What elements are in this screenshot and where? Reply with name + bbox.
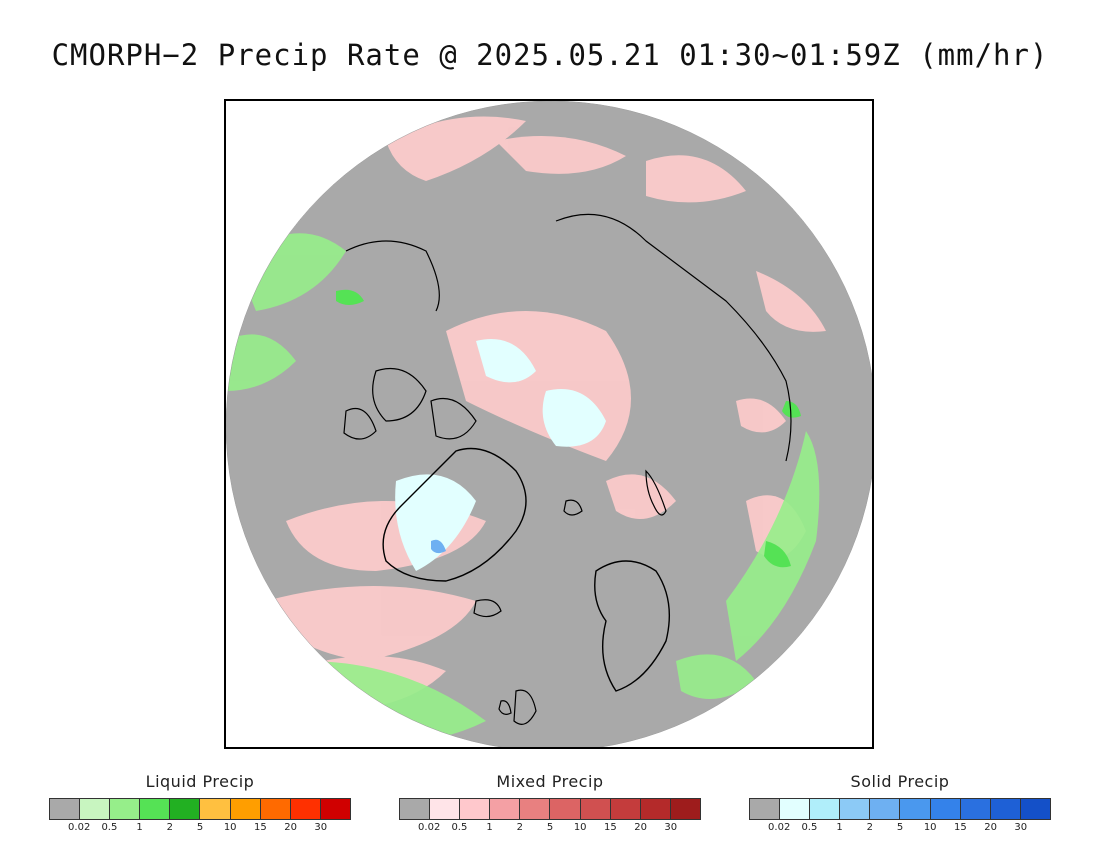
novaya-zemlya-coastline — [645, 469, 667, 516]
mixed-swatch — [670, 799, 700, 819]
mixed-tick-label: 0.02 — [418, 822, 441, 833]
solid-tick-label: 2 — [866, 822, 873, 833]
liquid-swatch — [50, 799, 81, 819]
solid-swatch — [840, 799, 871, 819]
mixed-tick-label: 2 — [516, 822, 523, 833]
alaska-coastline — [345, 240, 440, 312]
chart-title: CMORPH−2 Precip Rate @ 2025.05.21 01:30~… — [51, 38, 1049, 72]
liquid-swatch — [260, 799, 291, 819]
solid-color-bar — [749, 798, 1051, 820]
iceland-coastline — [473, 599, 502, 618]
mixed-tick-label: 10 — [573, 822, 587, 833]
solid-tick-label: 0.02 — [768, 822, 791, 833]
mixed-swatch — [490, 799, 521, 819]
liquid-swatch — [200, 799, 231, 819]
solid-swatch — [1020, 799, 1050, 819]
scandinavia-coastline — [594, 560, 671, 692]
solid-tick-label: 0.5 — [801, 822, 818, 833]
solid-swatch — [990, 799, 1021, 819]
solid-tick-label: 30 — [1014, 822, 1028, 833]
liquid-swatch — [290, 799, 321, 819]
mixed-legend-title: Mixed Precip — [496, 772, 604, 791]
mixed-color-bar — [399, 798, 701, 820]
mixed-tick-label: 0.5 — [451, 822, 468, 833]
mixed-swatch — [550, 799, 581, 819]
mixed-swatch — [400, 799, 431, 819]
solid-swatch — [930, 799, 961, 819]
liquid-swatch — [230, 799, 261, 819]
liquid-color-bar — [49, 798, 351, 820]
liquid-tick-label: 2 — [166, 822, 173, 833]
svalbard-coastline — [563, 499, 583, 516]
liquid-precip-moderate — [336, 289, 801, 568]
solid-tick-label: 5 — [896, 822, 904, 833]
mixed-swatch — [640, 799, 671, 819]
mixed-tick-label: 20 — [634, 822, 647, 833]
mixed-precip-legend: Mixed Precip 0.02 0.5 1 2 5 10 15 20 30 — [399, 772, 701, 834]
solid-tick-label: 15 — [954, 822, 967, 833]
liquid-tick-label: 20 — [284, 822, 297, 833]
liquid-swatch — [140, 799, 171, 819]
mixed-tick-label: 30 — [664, 822, 678, 833]
solid-swatch — [900, 799, 931, 819]
mixed-tick-label: 5 — [546, 822, 554, 833]
solid-precip-areas — [395, 339, 606, 571]
mixed-swatch — [520, 799, 551, 819]
liquid-swatch — [320, 799, 350, 819]
liquid-swatch — [80, 799, 111, 819]
solid-tick-labels: 0.02 0.5 1 2 5 10 15 20 30 — [749, 820, 1051, 834]
mixed-tick-label: 15 — [604, 822, 617, 833]
solid-swatch — [810, 799, 841, 819]
liquid-swatch — [110, 799, 141, 819]
mixed-tick-label: 1 — [486, 822, 493, 833]
british-isles-coastline — [498, 689, 537, 725]
liquid-legend-title: Liquid Precip — [145, 772, 255, 791]
canadian-archipelago-coastline — [343, 367, 477, 440]
solid-swatch — [960, 799, 991, 819]
liquid-tick-label: 1 — [136, 822, 143, 833]
solid-swatch — [780, 799, 811, 819]
solid-tick-label: 1 — [836, 822, 843, 833]
mixed-swatch — [430, 799, 461, 819]
solid-swatch — [870, 799, 901, 819]
mixed-swatch — [580, 799, 611, 819]
map-canvas — [226, 101, 872, 747]
mixed-swatch — [610, 799, 641, 819]
liquid-tick-label: 5 — [196, 822, 204, 833]
solid-swatch — [750, 799, 781, 819]
siberia-coastline — [555, 213, 792, 462]
mixed-tick-labels: 0.02 0.5 1 2 5 10 15 20 30 — [399, 820, 701, 834]
solid-precip-moderate — [431, 539, 446, 554]
liquid-tick-label: 30 — [314, 822, 328, 833]
solid-tick-label: 10 — [923, 822, 937, 833]
solid-legend-title: Solid Precip — [850, 772, 950, 791]
polar-map — [224, 99, 874, 749]
liquid-tick-label: 0.02 — [68, 822, 91, 833]
liquid-tick-labels: 0.02 0.5 1 2 5 10 15 20 30 — [49, 820, 351, 834]
liquid-tick-label: 0.5 — [101, 822, 118, 833]
mixed-swatch — [460, 799, 491, 819]
solid-tick-label: 20 — [984, 822, 997, 833]
greenland-coastline — [382, 447, 527, 582]
liquid-tick-label: 10 — [223, 822, 237, 833]
solid-precip-legend: Solid Precip 0.02 0.5 1 2 5 10 15 20 30 — [749, 772, 1051, 834]
liquid-swatch — [170, 799, 201, 819]
liquid-tick-label: 15 — [254, 822, 267, 833]
liquid-precip-legend: Liquid Precip 0.02 0.5 1 2 5 10 15 20 30 — [49, 772, 351, 834]
